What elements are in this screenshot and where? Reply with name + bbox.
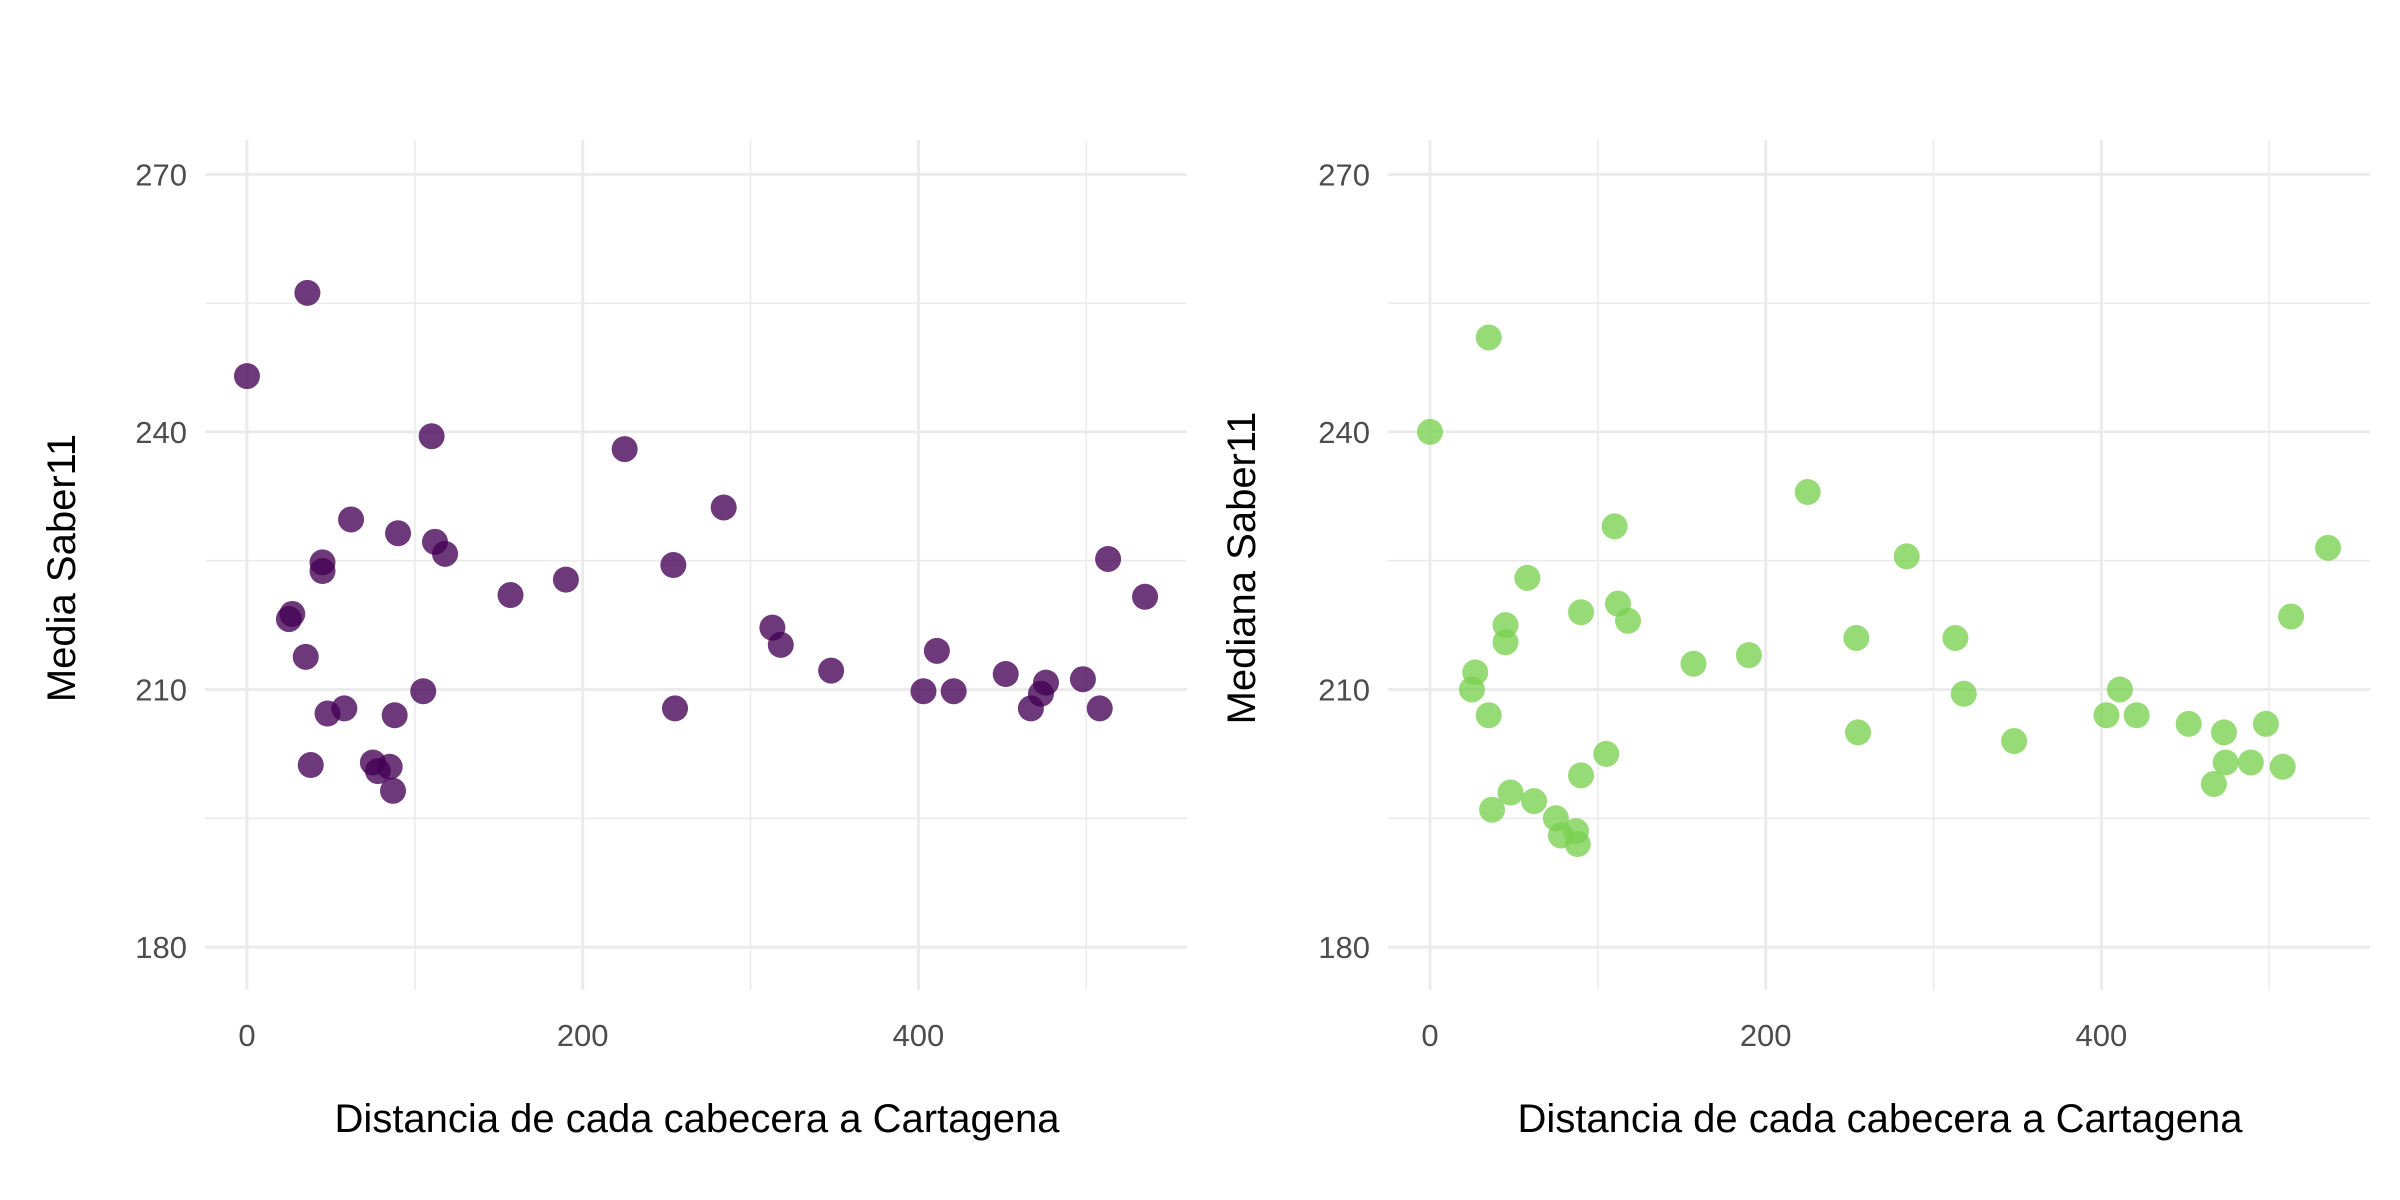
panel-median-data-point bbox=[2175, 710, 2202, 737]
panel-median-data-point bbox=[2200, 770, 2227, 797]
panel-mean-data-point bbox=[292, 643, 319, 670]
panel-mean-data-point bbox=[611, 436, 638, 463]
panel-mean-data-point bbox=[1069, 666, 1096, 693]
panel-mean-data-point bbox=[660, 552, 687, 578]
panel-median-y-axis-title: Mediana Saber11 bbox=[1220, 412, 1264, 725]
panel-median-y-tick-label: 240 bbox=[1318, 415, 1370, 450]
panel-median-y-tick-label: 180 bbox=[1318, 930, 1370, 965]
panel-median-data-point bbox=[1462, 659, 1489, 686]
panel-median-y-tick-label: 210 bbox=[1318, 672, 1370, 707]
panel-mean-data-point bbox=[381, 702, 408, 729]
panel-mean-x-tick-label: 0 bbox=[238, 1018, 255, 1053]
panel-mean-points bbox=[233, 279, 1159, 804]
panel-mean-y-ticks: 180 210 240 270 bbox=[135, 157, 187, 965]
panel-mean-y-tick-label: 180 bbox=[135, 930, 187, 965]
panel-mean-y-tick-label: 270 bbox=[135, 157, 187, 192]
panel-mean-data-point bbox=[497, 582, 524, 609]
panel-mean-y-tick-label: 240 bbox=[135, 415, 187, 450]
panel-median-data-point bbox=[1514, 564, 1541, 591]
panel-median-data-point bbox=[1475, 324, 1502, 351]
panel-mean-gridlines bbox=[205, 140, 1187, 990]
panel-mean-data-point bbox=[338, 506, 365, 533]
panel-mean-data-point bbox=[380, 777, 407, 804]
panel-mean-data-point bbox=[385, 520, 412, 547]
panel-mean-data-point bbox=[309, 558, 336, 585]
panel-median-data-point bbox=[2252, 710, 2279, 737]
panel-mean-data-point bbox=[432, 540, 459, 567]
panel-mean-x-axis-title: Distancia de cada cabecera a Cartagena bbox=[335, 1097, 1061, 1141]
panel-median-y-ticks: 180 210 240 270 bbox=[1318, 157, 1370, 965]
panel-median-data-point bbox=[1615, 607, 1642, 634]
panel-median-points bbox=[1416, 324, 2342, 858]
panel-median-data-point bbox=[1475, 702, 1502, 729]
panel-median-data-point bbox=[2210, 719, 2237, 746]
panel-median-data-point bbox=[1416, 418, 1443, 445]
panel-mean: 0 200 400 180 210 240 270 Distancia de cada c… bbox=[40, 140, 1187, 1141]
panel-mean-data-point bbox=[410, 678, 437, 705]
panel-mean-data-point bbox=[1086, 695, 1113, 722]
panel-median-x-tick-label: 200 bbox=[1740, 1018, 1792, 1053]
panel-median-x-tick-label: 400 bbox=[2076, 1018, 2128, 1053]
panel-median-data-point bbox=[1735, 642, 1762, 669]
panel-mean-data-point bbox=[710, 494, 737, 521]
panel-median-data-point bbox=[1564, 831, 1591, 858]
panel-median-data-point bbox=[2106, 676, 2133, 703]
panel-median-data-point bbox=[2001, 728, 2028, 755]
panel-mean-x-tick-label: 200 bbox=[557, 1018, 609, 1053]
panel-median-data-point bbox=[1794, 479, 1821, 506]
panel-median-data-point bbox=[1497, 779, 1524, 806]
panel-median-x-tick-label: 0 bbox=[1421, 1018, 1438, 1053]
panel-mean-x-ticks: 0 200 400 bbox=[238, 1018, 944, 1053]
panel-median-gridlines bbox=[1388, 140, 2370, 990]
panel-mean-data-point bbox=[297, 752, 324, 779]
panel-mean-data-point bbox=[1132, 583, 1159, 610]
panel-median-data-point bbox=[1843, 624, 1870, 651]
panel-mean-data-point bbox=[910, 678, 937, 705]
panel-median-data-point bbox=[2123, 702, 2150, 729]
panel-median-y-tick-label: 270 bbox=[1318, 157, 1370, 192]
panel-median-data-point bbox=[1593, 740, 1620, 767]
panel-mean-y-axis-title: Media Saber11 bbox=[40, 434, 84, 702]
panel-mean-data-point bbox=[279, 600, 306, 627]
panel-mean-data-point bbox=[233, 363, 260, 390]
panel-mean-y-tick-label: 210 bbox=[135, 672, 187, 707]
panel-median-data-point bbox=[2278, 603, 2305, 630]
panel-median-data-point bbox=[1680, 650, 1707, 677]
panel-median-data-point bbox=[1479, 796, 1506, 823]
panel-median-data-point bbox=[1492, 629, 1519, 656]
panel-median-x-ticks: 0 200 400 bbox=[1421, 1018, 2127, 1053]
panel-median-data-point bbox=[1845, 719, 1872, 746]
panel-median-data-point bbox=[2269, 753, 2296, 780]
panel-mean-x-tick-label: 400 bbox=[893, 1018, 945, 1053]
panel-mean-data-point bbox=[418, 423, 445, 450]
panel-mean-data-point bbox=[662, 695, 689, 722]
panel-median-data-point bbox=[1568, 762, 1595, 789]
panel-median-data-point bbox=[2315, 534, 2342, 561]
panel-median-data-point bbox=[2237, 749, 2264, 776]
panel-median-data-point bbox=[1893, 543, 1920, 570]
panel-mean-data-point bbox=[923, 637, 950, 664]
panel-median-data-point bbox=[1942, 624, 1969, 651]
panel-median-data-point bbox=[1521, 788, 1548, 815]
panel-median: 0 200 400 180 210 240 270 Distancia de cada c… bbox=[1220, 140, 2370, 1141]
panel-median-data-point bbox=[1568, 599, 1595, 626]
panel-mean-data-point bbox=[992, 661, 1019, 688]
panel-median-data-point bbox=[1601, 513, 1628, 540]
panel-mean-data-point bbox=[552, 566, 579, 593]
panel-mean-data-point bbox=[376, 753, 403, 780]
panel-median-data-point bbox=[1950, 680, 1977, 707]
panel-median-data-point bbox=[2212, 749, 2239, 776]
panel-mean-data-point bbox=[767, 631, 794, 658]
panel-mean-data-point bbox=[940, 678, 967, 705]
panel-mean-data-point bbox=[1095, 545, 1122, 572]
panel-median-data-point bbox=[2093, 702, 2120, 729]
panel-mean-data-point bbox=[294, 279, 321, 306]
panel-median-x-axis-title: Distancia de cada cabecera a Cartagena bbox=[1518, 1097, 2244, 1141]
panel-mean-data-point bbox=[331, 695, 358, 722]
panel-mean-data-point bbox=[1032, 669, 1059, 696]
panel-mean-data-point bbox=[818, 657, 845, 684]
